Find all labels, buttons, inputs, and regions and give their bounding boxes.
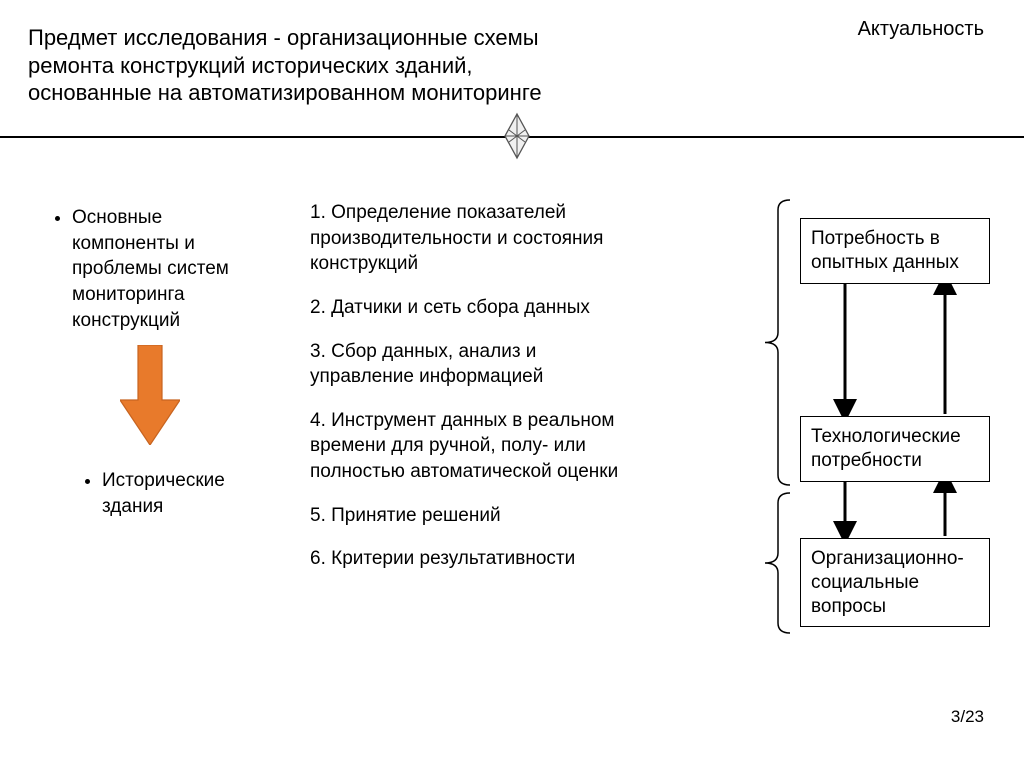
bracket-1 <box>765 200 790 485</box>
right-box-2: Технологические потребности <box>800 416 990 482</box>
arrow-shape <box>120 345 180 445</box>
down-arrow-icon <box>120 345 180 445</box>
center-item-2: 2. Датчики и сеть сбора данных <box>310 295 645 321</box>
page-number: 3/23 <box>951 707 984 727</box>
center-item-6: 6. Критерии результативности <box>310 546 645 572</box>
left-bullet-1: Основные компоненты и проблемы систем мо… <box>72 205 270 333</box>
right-box-1: Потребность в опытных данных <box>800 218 990 284</box>
right-column: Потребность в опытных данных Технологичес… <box>670 208 1000 668</box>
right-box-3: Организационно-социальные вопросы <box>800 538 990 627</box>
header-right-label: Актуальность <box>858 18 984 41</box>
center-item-1: 1. Определение показателей производитель… <box>310 200 645 277</box>
left-column: Основные компоненты и проблемы систем мо… <box>50 205 270 339</box>
center-item-3: 3. Сбор данных, анализ и управление инфо… <box>310 339 645 390</box>
left-bullet-2: Исторические здания <box>102 468 260 519</box>
left-bullet-2-wrap: Исторические здания <box>80 468 260 519</box>
center-item-5: 5. Принятие решений <box>310 503 645 529</box>
center-item-4: 4. Инструмент данных в реальном времени … <box>310 408 645 485</box>
divider-ornament-icon <box>495 112 539 160</box>
center-column: 1. Определение показателей производитель… <box>310 200 645 590</box>
page-title: Предмет исследования - организационные с… <box>28 24 588 107</box>
bracket-2 <box>765 493 790 633</box>
